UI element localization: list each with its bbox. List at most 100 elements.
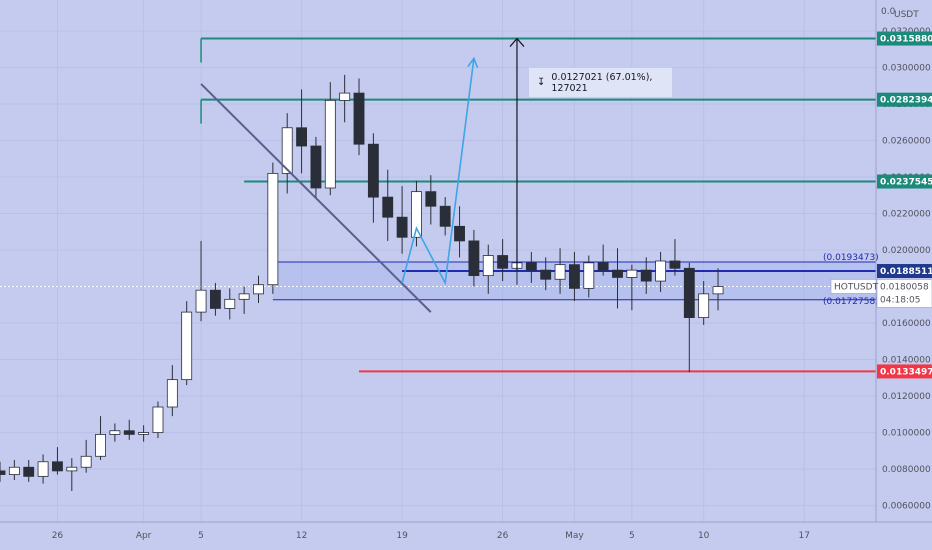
candle: [525, 251, 537, 283]
last-price-text: 0.0180058: [880, 282, 929, 292]
candle-up: [95, 433, 106, 457]
candle-down: [396, 216, 408, 238]
arrows-vertical-icon: ↧: [537, 77, 546, 88]
time-axis[interactable]: 26 Apr 5 12 19 26 May 5 10 17: [52, 531, 810, 541]
x-tick-label: Apr: [136, 531, 152, 541]
measure-arrowhead: [509, 37, 525, 47]
candle-down: [52, 461, 63, 472]
price-badge-text: 0.0188511: [880, 267, 932, 277]
candle: [324, 82, 336, 196]
candle: [238, 286, 250, 314]
top-axis-label: 0.0: [881, 7, 896, 17]
y-tick-label: 0.0120000: [882, 392, 931, 402]
price-badge-text: 0.0237545: [880, 178, 932, 188]
candle-down: [23, 466, 35, 477]
symbol-tag-text: HOTUSDT: [834, 282, 879, 292]
candle: [411, 180, 422, 247]
candle-up: [238, 293, 250, 300]
x-tick-label: 5: [198, 531, 204, 541]
price-badge-box: [877, 364, 932, 379]
projection-path: [401, 58, 475, 286]
candle-down: [525, 262, 537, 271]
x-tick-label: 10: [698, 531, 710, 541]
candle: [0, 461, 6, 482]
price-badge-box: [877, 92, 932, 107]
candle: [80, 439, 92, 473]
candle-up: [109, 430, 121, 435]
candle-up: [267, 172, 279, 286]
candle-down: [669, 260, 681, 269]
candle-down: [640, 269, 652, 282]
candle: [195, 240, 207, 322]
candle: [626, 264, 638, 311]
price-badge: 0.0133497: [877, 364, 932, 379]
candle: [123, 419, 135, 440]
symbol-tag: HOTUSDT: [830, 279, 879, 294]
candle-up: [80, 455, 92, 468]
candle: [425, 175, 437, 225]
candle-down: [468, 240, 480, 277]
candle-down: [439, 205, 451, 227]
candle: [37, 454, 49, 484]
x-tick-label: May: [565, 531, 584, 541]
candle-up: [583, 262, 595, 289]
candle: [253, 275, 264, 303]
candle: [52, 447, 63, 475]
candle: [439, 197, 451, 236]
candle-down: [425, 191, 437, 207]
candle-up: [166, 379, 178, 408]
price-badges: 0.0315880 0.0282394 0.0237545 0.0188511 0.01…: [830, 31, 932, 379]
candle: [612, 248, 623, 309]
candle: [267, 162, 279, 294]
last-price-badge: 0.0180058 04:18:05: [876, 279, 932, 308]
candle: [597, 244, 609, 276]
last-price-box: [876, 279, 932, 308]
x-tick-label: 19: [396, 531, 408, 541]
candle: [353, 78, 365, 156]
y-tick-label: 0.0160000: [882, 319, 931, 329]
candle-up: [152, 406, 164, 433]
candle: [698, 281, 710, 325]
price-badge: 0.0188511: [877, 264, 932, 279]
candle: [209, 282, 221, 316]
candle-up: [554, 264, 566, 280]
candle: [683, 262, 695, 373]
candle: [66, 458, 78, 491]
projection-arrowhead: [467, 56, 479, 69]
candle-down: [540, 269, 552, 280]
candle: [382, 169, 394, 241]
candle-down: [310, 145, 322, 189]
candle-up: [253, 284, 264, 295]
candle: [181, 301, 193, 386]
candle: [367, 133, 379, 223]
y-tick-label: 0.0060000: [882, 502, 931, 512]
support-zone-bottom-label: (0.0172758): [823, 297, 879, 307]
candle-down: [209, 289, 221, 309]
candle-down: [454, 225, 465, 242]
x-tick-label: 5: [629, 531, 635, 541]
measure-tooltip: ↧ 0.0127021 (67.01%), 127021: [528, 67, 673, 98]
candle-down: [123, 430, 135, 435]
price-badge-box: [877, 264, 932, 279]
candle-down: [683, 267, 695, 318]
price-badge-box: [877, 31, 932, 46]
candle: [224, 288, 236, 320]
candle-up: [181, 311, 193, 381]
candle: [640, 257, 652, 294]
symbol-tag-box: [830, 279, 877, 294]
countdown-text: 04:18:05: [880, 295, 920, 305]
candle-down: [367, 143, 379, 198]
y-tick-label: 0.0100000: [882, 429, 931, 439]
candle: [482, 244, 494, 294]
candle-down: [296, 127, 308, 147]
candle: [339, 74, 351, 123]
candle-up: [66, 466, 78, 472]
candle: [540, 257, 552, 291]
candle: [454, 206, 465, 258]
candle-up: [626, 269, 638, 278]
candle: [166, 365, 178, 417]
candle-up: [138, 432, 150, 435]
candle: [669, 239, 681, 276]
